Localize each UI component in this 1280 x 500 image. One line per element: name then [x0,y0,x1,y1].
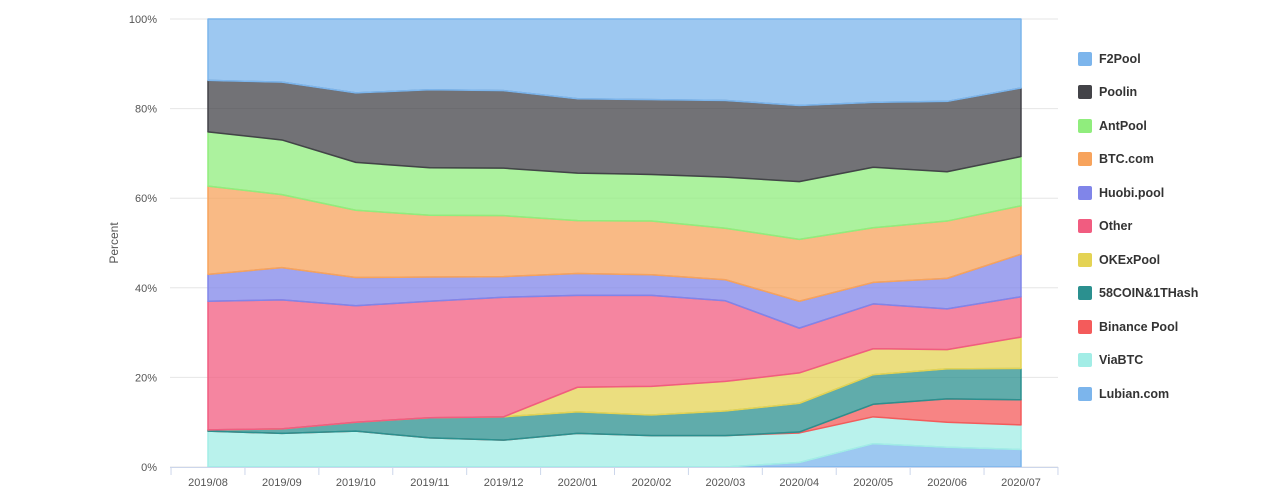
x-tick-label: 2019/10 [336,477,376,489]
area-series [207,18,1022,468]
legend-label: OKExPool [1099,252,1161,267]
x-tick-label: 2020/06 [927,477,967,489]
legend-swatch [1078,118,1092,133]
x-tick-label: 2020/04 [779,477,819,489]
legend-item-viabtc[interactable]: ViaBTC [1078,344,1278,378]
legend-item-okexpool[interactable]: OKExPool [1078,243,1278,277]
y-tick-label: 80% [135,104,157,116]
legend-label: Lubian.com [1099,386,1170,401]
y-tick-label: 0% [141,462,157,474]
legend-item-poolin[interactable]: Poolin [1078,76,1278,110]
x-tick-label: 2020/01 [558,477,598,489]
y-tick-label: 40% [135,283,157,295]
legend-label: F2Pool [1099,51,1141,66]
y-tick-label: 60% [135,193,157,205]
legend-label: Binance Pool [1099,319,1179,334]
legend-label: AntPool [1099,118,1147,133]
x-tick-label: 2019/11 [410,477,449,489]
legend-label: BTC.com [1099,152,1154,167]
axes: 0% 20% 40% 60% 80% 100% 2019/08 2019/09 2019/10 2… [129,14,1059,489]
x-tick-label: 2019/12 [484,477,524,489]
legend-item-lubian-com[interactable]: Lubian.com [1078,377,1278,411]
legend-item-58coin-1thash[interactable]: 58COIN&1THash [1078,277,1278,311]
y-axis-title: Percent [107,222,121,264]
legend-label: Huobi.pool [1099,185,1165,200]
legend-item-antpool[interactable]: AntPool [1078,109,1278,143]
legend-item-binance-pool[interactable]: Binance Pool [1078,310,1278,344]
legend-label: ViaBTC [1099,353,1144,368]
legend-swatch [1078,319,1092,334]
legend-item-btc-com[interactable]: BTC.com [1078,143,1278,177]
legend-swatch [1078,386,1092,401]
legend-swatch [1078,152,1092,167]
legend-label: Other [1099,219,1133,234]
x-tick-label: 2019/09 [262,477,302,489]
y-tick-label: 100% [129,14,157,26]
legend-swatch [1078,219,1092,234]
legend-label: 58COIN&1THash [1099,286,1199,301]
legend: F2Pool Poolin AntPool BTC.com Huobi.pool Othe… [1078,42,1278,411]
legend-swatch [1078,51,1092,66]
legend-swatch [1078,353,1092,368]
x-tick-label: 2020/07 [1001,477,1041,489]
y-tick-label: 20% [135,372,157,384]
legend-swatch [1078,85,1092,100]
x-tick-label: 2020/02 [632,477,672,489]
x-tick-label: 2020/03 [705,477,745,489]
legend-swatch [1078,252,1092,267]
legend-item-other[interactable]: Other [1078,210,1278,244]
legend-swatch [1078,286,1092,301]
legend-label: Poolin [1099,85,1138,100]
x-tick-label: 2019/08 [188,477,228,489]
x-tick-label: 2020/05 [853,477,893,489]
legend-item-f2pool[interactable]: F2Pool [1078,42,1278,76]
legend-swatch [1078,185,1092,200]
legend-item-huobi-pool[interactable]: Huobi.pool [1078,176,1278,210]
area-f2pool[interactable] [207,18,1022,107]
